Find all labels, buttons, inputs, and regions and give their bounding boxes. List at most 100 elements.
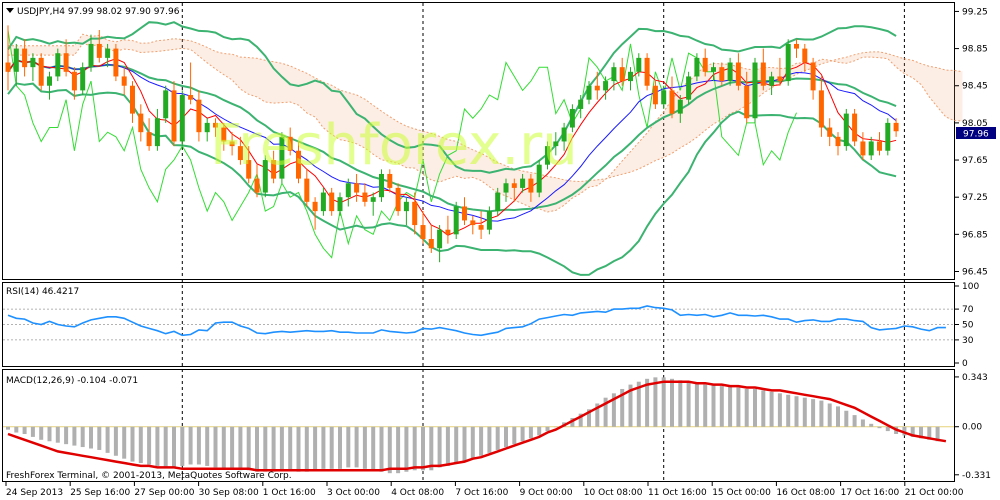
candle-body	[545, 146, 550, 165]
candle-body	[794, 43, 799, 49]
candle-body	[735, 62, 741, 86]
price-tick-label: 98.85	[962, 45, 988, 55]
macd-histogram-bar	[22, 426, 27, 434]
macd-histogram-bar	[703, 384, 708, 427]
candle-body	[96, 43, 102, 58]
macd-histogram-bar	[537, 426, 542, 436]
rsi-line	[7, 305, 946, 337]
candle-body	[769, 76, 775, 86]
candle-body	[229, 141, 235, 147]
candle-body	[644, 57, 650, 86]
macd-histogram-bar	[321, 426, 326, 469]
candle-body	[121, 76, 127, 86]
watermark: Freshforex.ru	[210, 113, 578, 178]
candle-body	[843, 113, 849, 147]
candle-body	[478, 225, 484, 230]
macd-histogram-bar	[487, 426, 492, 453]
macd-histogram-bar	[72, 426, 77, 446]
macd-histogram-bar	[736, 387, 741, 427]
candle-body	[354, 183, 360, 193]
macd-histogram-bar	[827, 403, 832, 427]
candle-body	[420, 225, 426, 239]
macd-histogram-bar	[412, 426, 417, 471]
macd-histogram-bar	[902, 426, 907, 436]
price-tick-label: 98.05	[962, 119, 988, 129]
current-price-value: 97.96	[963, 130, 989, 140]
candle-body	[561, 127, 567, 142]
macd-signal-line	[7, 380, 947, 472]
price-tick-label: 96.85	[962, 230, 988, 240]
macd-histogram-bar	[89, 426, 93, 449]
macd-histogram-bar	[545, 426, 550, 432]
rsi-panel-header: RSI(14) 46.4217	[6, 287, 79, 297]
macd-histogram-bar	[504, 426, 508, 448]
macd-histogram-bar	[246, 426, 251, 471]
macd-histogram-bar	[860, 419, 865, 427]
candle-body	[38, 57, 44, 86]
candle-body	[553, 141, 559, 147]
rsi-tick-label: 100	[962, 282, 979, 292]
dropdown-triangle-icon[interactable]	[6, 8, 14, 13]
macd-histogram-bar	[620, 388, 625, 427]
macd-histogram-bar	[437, 426, 442, 468]
candle-body	[719, 67, 725, 82]
macd-histogram-bar	[777, 393, 782, 427]
macd-histogram-bar	[6, 426, 10, 430]
time-tick-label: 7 Oct 16:00	[455, 488, 508, 498]
price-tick-label: 97.25	[962, 193, 988, 203]
macd-histogram-bar	[603, 397, 608, 427]
candle-body	[752, 62, 758, 119]
macd-histogram-bar	[172, 426, 176, 468]
macd-histogram-bar	[113, 426, 118, 456]
candle-body	[437, 229, 443, 249]
macd-histogram-bar	[14, 426, 19, 433]
candle-body	[611, 67, 617, 82]
macd-histogram-bar	[304, 426, 309, 472]
candle-body	[387, 173, 393, 188]
macd-histogram-bar	[329, 426, 334, 469]
macd-histogram-bar	[454, 426, 459, 464]
macd-histogram-bar	[196, 426, 201, 465]
macd-histogram-bar	[55, 426, 60, 443]
candle-body	[5, 62, 11, 72]
candle-body	[395, 187, 401, 212]
rsi-tick-label: 0	[962, 359, 968, 369]
candle-body	[113, 48, 119, 77]
macd-histogram-bar	[213, 426, 218, 468]
macd-histogram-bar	[728, 386, 733, 427]
macd-histogram-bar	[205, 426, 210, 466]
time-tick-label: 3 Oct 00:00	[327, 488, 380, 498]
time-tick-label: 9 Oct 00:00	[520, 488, 573, 498]
candle-body	[835, 136, 841, 147]
time-tick-label: 15 Oct 00:00	[712, 488, 771, 498]
candle-body	[619, 67, 625, 82]
candle-body	[13, 48, 19, 72]
time-tick-label: 30 Sep 08:00	[199, 488, 259, 498]
macd-histogram-bar	[354, 426, 359, 468]
candle-body	[370, 197, 376, 202]
candle-body	[279, 136, 285, 179]
macd-histogram-bar	[678, 380, 683, 427]
candle-body	[694, 57, 700, 77]
macd-histogram-bar	[636, 381, 641, 427]
macd-histogram-bar	[711, 384, 716, 427]
price-tick-label: 98.45	[962, 82, 988, 92]
macd-histogram-bar	[255, 426, 259, 472]
candle-body	[893, 122, 899, 132]
candle-body	[188, 95, 194, 100]
macd-histogram-bar	[520, 426, 525, 442]
candle-body	[254, 178, 260, 193]
candle-body	[22, 48, 28, 68]
candle-body	[55, 53, 61, 77]
candle-body	[603, 81, 609, 91]
macd-histogram-bar	[869, 423, 874, 427]
macd-histogram-bar	[64, 426, 69, 445]
macd-tick-label: 0.00	[962, 423, 982, 433]
candle-body	[628, 71, 633, 82]
macd-histogram-bar	[138, 426, 143, 464]
candle-body	[520, 178, 526, 188]
macd-histogram-bar	[80, 426, 85, 448]
macd-histogram-bar	[271, 426, 276, 472]
candle-body	[686, 76, 692, 100]
